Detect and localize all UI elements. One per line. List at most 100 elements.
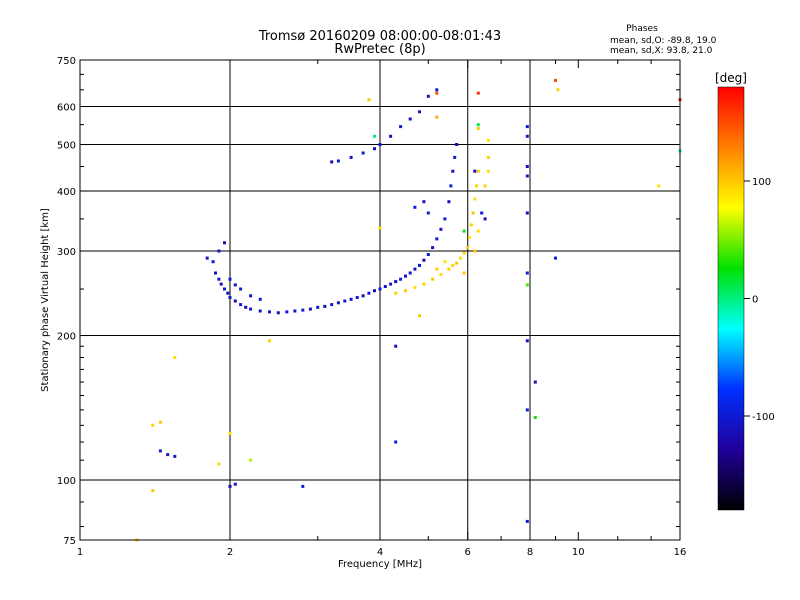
x-mode-point — [483, 184, 487, 188]
x-mode-point — [249, 458, 253, 462]
o-mode-point — [525, 165, 529, 168]
o-mode-point — [217, 249, 221, 253]
phases-heading: Phases — [626, 24, 658, 34]
o-mode-point — [435, 88, 439, 92]
chart-title: Tromsø 20160209 08:00:00-08:01:43 — [258, 29, 501, 44]
o-mode-point — [233, 283, 237, 287]
o-mode-point — [336, 301, 340, 305]
y-axis-label: Stationary phase Virtual Height [km] — [40, 208, 51, 392]
chart-subtitle: RwPretec (8p) — [334, 42, 425, 57]
o-mode-point — [301, 484, 305, 488]
x-mode-point — [451, 263, 455, 267]
y-tick-label: 200 — [57, 332, 76, 343]
o-mode-point — [330, 160, 334, 164]
grid-lines — [80, 60, 680, 540]
o-mode-point — [408, 117, 412, 121]
o-mode-point — [399, 277, 403, 281]
x-mode-point — [533, 416, 537, 419]
x-mode-point — [476, 127, 480, 130]
o-mode-point — [349, 297, 353, 301]
o-mode-point — [525, 339, 529, 343]
x-axis-label: Frequency [MHz] — [338, 559, 422, 570]
colorbar-tick-label: 0 — [752, 295, 758, 306]
x-tick-label: 16 — [674, 547, 687, 558]
x-mode-point — [228, 432, 232, 435]
o-mode-point — [418, 263, 421, 267]
x-mode-point — [435, 115, 439, 119]
o-mode-point — [455, 143, 459, 146]
x-mode-point — [151, 489, 155, 493]
o-mode-point — [404, 274, 407, 278]
x-mode-point — [475, 184, 479, 188]
x-tick-label: 6 — [465, 547, 471, 558]
phases-x-stats: mean, sd,X: 93.8, 21.0 — [610, 46, 713, 56]
o-mode-point — [439, 227, 443, 231]
x-mode-point — [476, 91, 480, 95]
x-mode-point — [473, 197, 477, 201]
o-mode-point — [533, 380, 537, 384]
o-mode-point — [525, 408, 529, 412]
o-mode-point — [226, 291, 230, 295]
o-mode-point — [418, 110, 421, 114]
x-mode-point — [554, 78, 557, 82]
y-tick-label: 100 — [57, 476, 76, 487]
o-mode-point — [525, 271, 529, 275]
o-mode-point — [239, 287, 243, 291]
x-mode-point — [447, 267, 451, 271]
x-mode-point — [378, 226, 382, 230]
o-mode-point — [228, 277, 232, 281]
o-mode-point — [373, 147, 376, 151]
o-mode-point — [158, 449, 162, 453]
o-mode-point — [343, 299, 347, 303]
o-mode-point — [349, 155, 353, 159]
colorbar-tick-label: -100 — [752, 412, 775, 423]
o-mode-point — [217, 277, 221, 281]
o-mode-point — [413, 205, 417, 209]
o-mode-point — [228, 484, 232, 488]
o-mode-point — [426, 94, 430, 98]
o-mode-point — [316, 305, 320, 309]
o-mode-point — [525, 125, 529, 129]
y-tick-labels: 75 100 200 300 400 500 600 750 — [57, 56, 76, 547]
x-tick-labels: 1 2 4 6 8 10 16 — [77, 547, 687, 558]
x-mode-point — [173, 356, 177, 359]
y-tick-label: 400 — [57, 187, 76, 198]
x-mode-point — [476, 229, 480, 233]
x-tick-label: 2 — [227, 547, 233, 558]
x-mode-point — [443, 260, 447, 264]
x-mode-point — [525, 283, 529, 287]
x-mode-point — [466, 246, 470, 250]
o-mode-point — [293, 309, 297, 313]
x-mode-point — [471, 211, 475, 215]
o-mode-point — [249, 294, 253, 298]
o-mode-point — [233, 482, 237, 486]
o-mode-point — [399, 125, 403, 129]
o-mode-point — [525, 174, 529, 178]
x-tick-label: 8 — [527, 547, 533, 558]
o-mode-point — [435, 237, 439, 241]
o-mode-point — [211, 260, 215, 264]
x-mode-point — [435, 91, 439, 95]
o-mode-point — [361, 151, 365, 155]
o-mode-point — [276, 311, 280, 315]
x-mode-point — [462, 251, 466, 255]
o-mode-point — [355, 296, 359, 299]
x-mode-point — [217, 462, 221, 466]
y-tick-label: 500 — [57, 141, 76, 152]
x-mode-point — [404, 289, 407, 293]
x-mode-point — [476, 169, 480, 173]
y-tick-label: 300 — [57, 247, 76, 258]
o-mode-point — [426, 253, 430, 256]
o-mode-point — [166, 453, 170, 457]
o-mode-point — [389, 282, 393, 286]
data-points — [135, 78, 682, 542]
x-mode-point — [458, 256, 462, 260]
x-mode-point — [268, 339, 271, 343]
o-mode-point — [205, 256, 209, 260]
phases-o-stats: mean, sd,O: -89.8, 19.0 — [610, 36, 717, 46]
x-mode-point — [367, 98, 371, 102]
x-mode-point — [413, 285, 417, 289]
o-mode-point — [443, 217, 447, 221]
y-tick-label: 600 — [57, 103, 76, 114]
o-mode-point — [249, 307, 253, 311]
